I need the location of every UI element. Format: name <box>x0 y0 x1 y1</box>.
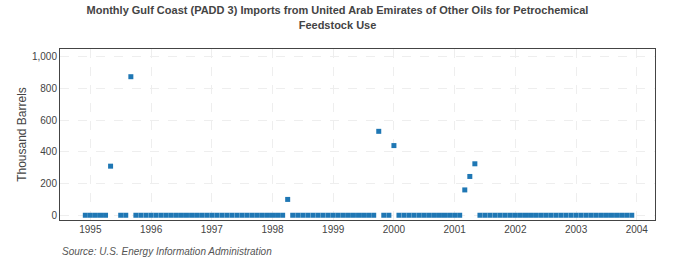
svg-text:2001: 2001 <box>444 224 467 235</box>
svg-text:600: 600 <box>40 115 57 126</box>
svg-text:1999: 1999 <box>322 224 345 235</box>
svg-text:1996: 1996 <box>140 224 163 235</box>
svg-text:Monthly Gulf Coast (PADD 3) Im: Monthly Gulf Coast (PADD 3) Imports from… <box>87 4 589 30</box>
svg-text:800: 800 <box>40 83 57 94</box>
svg-text:1997: 1997 <box>201 224 224 235</box>
svg-text:2000: 2000 <box>383 224 406 235</box>
svg-text:400: 400 <box>40 146 57 157</box>
svg-text:Source: U.S. Energy Informatio: Source: U.S. Energy Information Administ… <box>62 246 272 257</box>
svg-text:2003: 2003 <box>565 224 588 235</box>
svg-text:0: 0 <box>51 210 57 221</box>
svg-text:1995: 1995 <box>79 224 102 235</box>
svg-text:200: 200 <box>40 178 57 189</box>
svg-text:1998: 1998 <box>261 224 284 235</box>
svg-text:2002: 2002 <box>504 224 527 235</box>
svg-text:Thousand Barrels: Thousand Barrels <box>15 87 29 182</box>
svg-text:1,000: 1,000 <box>32 51 57 62</box>
svg-text:2004: 2004 <box>626 224 649 235</box>
